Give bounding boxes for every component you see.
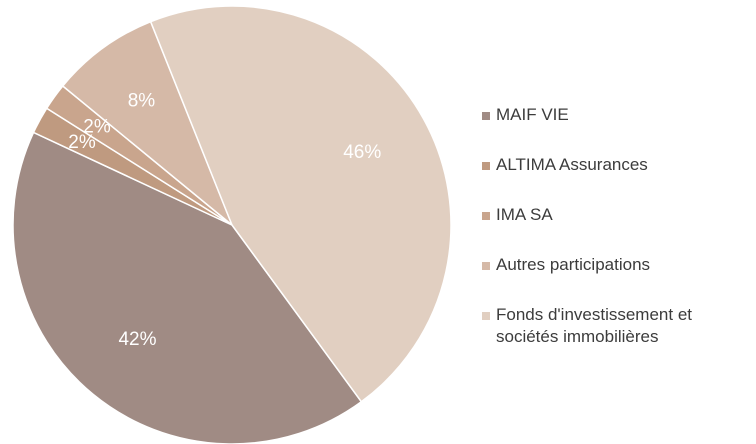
value-label: 42% [118, 329, 156, 350]
legend-label: MAIF VIE [496, 105, 569, 124]
legend-swatch [482, 262, 490, 270]
legend-swatch [482, 212, 490, 220]
legend-swatch [482, 162, 490, 170]
legend-swatch [482, 112, 490, 120]
pie-slice [149, 5, 452, 403]
value-label: 2% [68, 132, 96, 153]
legend-label: Fonds d'investissement et sociétés immob… [496, 305, 693, 346]
legend-swatch [482, 312, 490, 320]
legend-item: Fonds d'investissement et sociétés immob… [482, 304, 756, 348]
value-label: 46% [343, 142, 381, 163]
value-label: 8% [128, 90, 156, 111]
value-label: 2% [83, 117, 111, 138]
pie-slice [12, 131, 363, 444]
legend-item: MAIF VIE [482, 104, 756, 126]
legend-label: IMA SA [496, 205, 553, 224]
legend-item: ALTIMA Assurances [482, 154, 756, 176]
legend-label: ALTIMA Assurances [496, 155, 648, 174]
pie-slice [61, 20, 233, 226]
pie-area: 42% 2%2% 8% 46% [12, 5, 452, 444]
legend-label: Autres participations [496, 255, 651, 274]
legend-item: IMA SA [482, 204, 756, 226]
legend-item: Autres participations [482, 254, 756, 276]
